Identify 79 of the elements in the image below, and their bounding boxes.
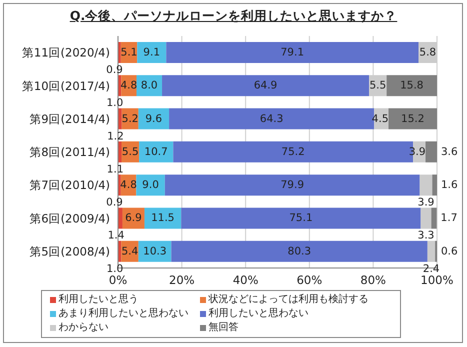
x-tick-label: 100% [420,273,454,288]
data-label: 0.9 [106,196,123,209]
data-label: 10.3 [143,245,167,258]
bar [166,42,418,63]
x-tick-label: 40% [232,273,258,288]
data-label: 10.7 [144,146,168,158]
data-label: 9.6 [145,112,162,125]
y-tick-label: 第10回(2017/4) [22,78,110,93]
bar [162,75,370,96]
data-label: 3.9 [418,196,434,209]
bar [420,174,432,196]
data-label: 79.1 [280,46,304,58]
data-label: 5.4 [121,245,138,258]
bar [118,208,122,229]
data-label: 0.9 [106,64,123,76]
data-label: 4.8 [120,80,138,92]
data-label: 5.5 [369,80,386,92]
bar [164,174,420,196]
legend-label: 利用したいと思わない [208,307,310,321]
data-label: 1.4 [108,230,125,242]
y-tick-label: 第8回(2011/4) [29,145,110,160]
data-label: 6.9 [125,212,142,224]
bar [420,208,432,229]
data-label: 15.2 [401,112,424,125]
x-tick-label: 20% [169,273,195,288]
bar [181,208,421,229]
legend-label: 状況などによっては利用も検討する [208,293,370,307]
legend-label: あまり利用したいと思わない [58,307,190,321]
data-label: 75.1 [289,212,313,224]
data-label: 3.6 [441,146,458,158]
legend-label: わからない [58,321,110,335]
bar [137,42,166,63]
data-label: 2.4 [422,262,440,275]
data-label: 9.1 [143,46,160,58]
data-label: 5.2 [122,112,138,125]
data-label: 0.6 [441,245,458,258]
data-label: 15.8 [400,80,424,92]
bar [171,240,428,262]
data-label: 1.0 [106,97,124,110]
x-tick-label: 80% [360,273,386,288]
x-tick-label: 60% [296,273,322,288]
data-label: 5.8 [419,46,436,58]
legend-label: 無回答 [208,321,240,335]
bar [138,108,170,130]
bar [118,108,122,130]
bar [136,174,165,196]
data-label: 1.1 [106,163,124,176]
bar [431,208,437,229]
y-tick-label: 第9回(2014/4) [29,112,110,126]
bar [139,141,174,162]
bar [432,174,437,196]
bar [386,75,437,96]
data-label: 64.9 [254,80,278,92]
bar [144,208,182,229]
y-tick-label: 第5回(2008/4) [29,244,110,259]
data-label: 1.0 [106,262,124,275]
data-label: 1.6 [441,179,458,192]
legend-label: 利用したいと思う [58,293,140,307]
data-label: 1.7 [440,212,458,224]
y-tick-label: 第6回(2009/4) [29,211,110,226]
data-label: 80.3 [288,245,312,258]
bar [427,240,436,262]
data-label: 5.1 [120,46,138,58]
y-tick-label: 第11回(2020/4) [22,46,110,60]
data-label: 8.0 [140,80,158,92]
data-label: 5.5 [122,146,139,158]
bar [138,240,172,262]
data-label: 11.5 [151,212,175,224]
bar [388,108,437,130]
x-tick-label: 0% [108,273,128,288]
y-tick-label: 第7回(2010/4) [29,178,110,192]
data-label: 79.9 [280,179,304,192]
data-label: 9.0 [142,179,159,192]
data-label: 75.2 [281,146,305,158]
data-label: 64.3 [260,112,284,125]
chart-title: Q.今後、パーソナルローンを利用したいと思いますか？ [68,8,398,25]
bar [426,141,437,162]
data-label: 3.3 [418,230,434,242]
data-label: 1.2 [107,130,124,142]
